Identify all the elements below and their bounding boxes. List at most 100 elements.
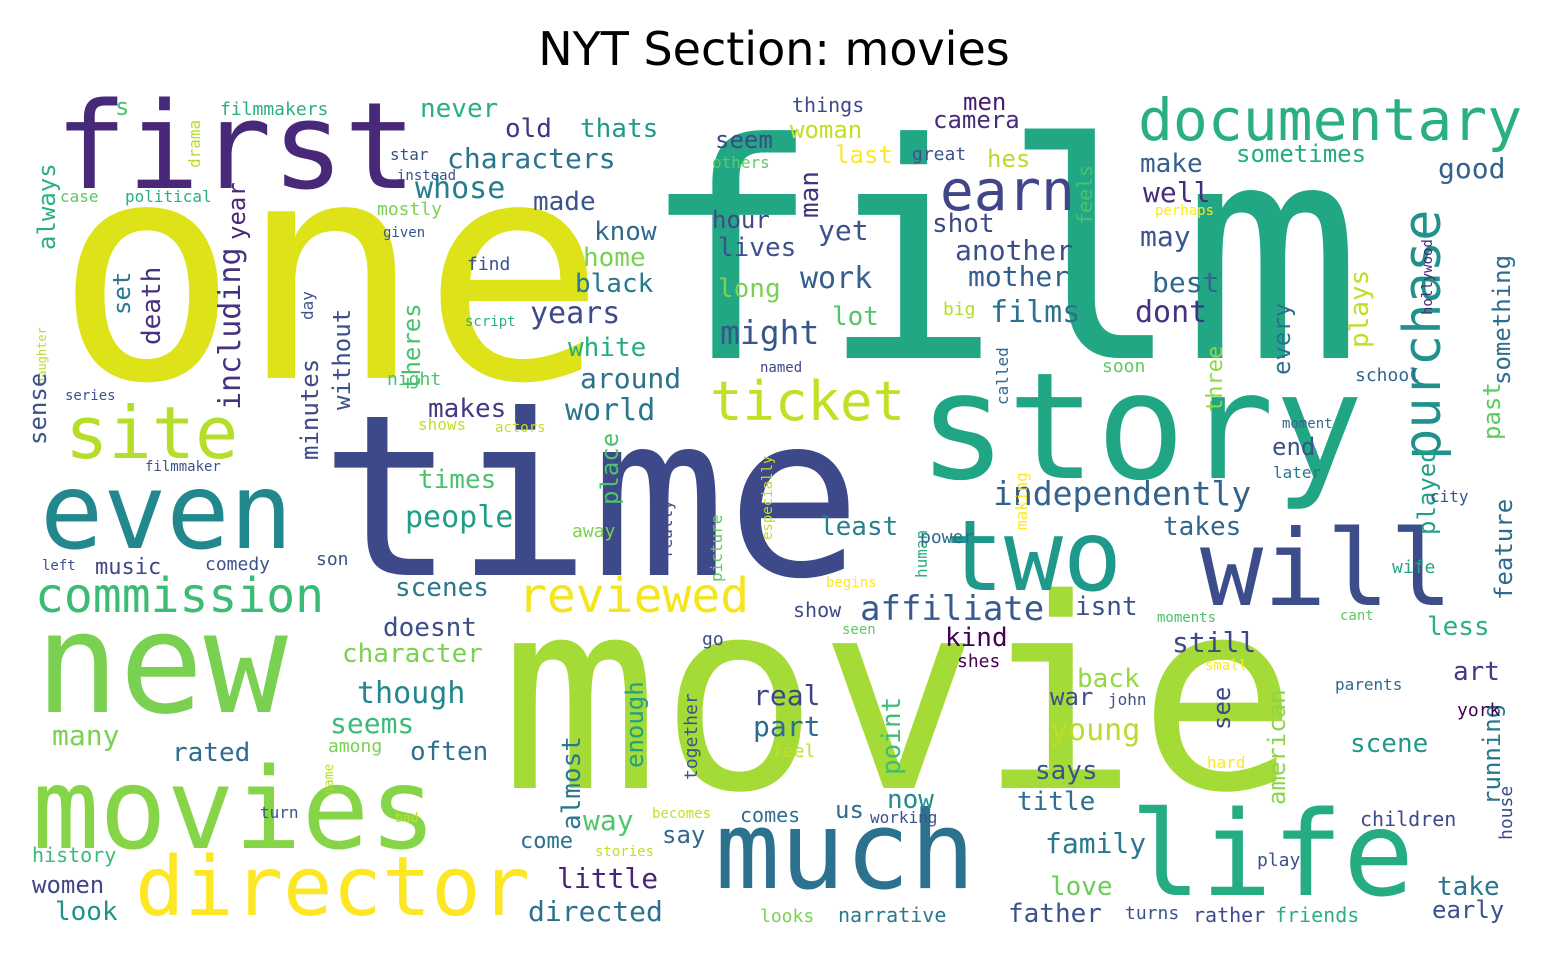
word-says: says: [1035, 756, 1098, 786]
word-last: last: [835, 141, 893, 169]
word-night: night: [387, 369, 441, 390]
word-black: black: [575, 269, 654, 299]
word-old: old: [505, 114, 552, 144]
word-end: end: [1272, 433, 1315, 461]
word-play: play: [1257, 850, 1301, 871]
word-people: people: [405, 500, 513, 535]
word-plays: plays: [1345, 270, 1375, 348]
word-still: still: [1172, 626, 1256, 659]
word-turn: turn: [260, 803, 299, 822]
word-two: two: [945, 500, 1122, 614]
word-begins: begins: [826, 575, 877, 591]
word-site: site: [65, 391, 238, 475]
word-young: young: [1050, 713, 1140, 748]
word-never: never: [420, 94, 498, 124]
word-soon: soon: [1102, 356, 1145, 377]
word-york: york: [1457, 700, 1501, 721]
word-shows: shows: [418, 415, 466, 434]
word-go: go: [702, 629, 724, 650]
word-little: little: [557, 862, 658, 895]
word-see: see: [1208, 687, 1236, 730]
word-sometimes: sometimes: [1236, 140, 1366, 168]
word-earn: earn: [940, 159, 1075, 224]
word-played: played: [1413, 448, 1441, 535]
word-times: times: [418, 465, 496, 495]
word-s: s: [115, 93, 129, 121]
word-hard: hard: [1207, 753, 1246, 772]
word-parents: parents: [1335, 675, 1402, 694]
word-theres: theres: [398, 303, 426, 390]
word-may: may: [1140, 220, 1191, 253]
word-day: day: [298, 291, 317, 320]
word-around: around: [580, 362, 681, 395]
word-seem: seem: [715, 126, 773, 154]
word-becomes: becomes: [652, 806, 711, 822]
word-series: series: [65, 388, 116, 404]
word-good: good: [1438, 152, 1505, 185]
word-lives: lives: [718, 233, 796, 263]
word-stories: stories: [595, 844, 654, 860]
word-man: man: [795, 171, 825, 218]
word-always: always: [33, 163, 61, 250]
word-best: best: [1152, 266, 1219, 299]
word-dont: dont: [1135, 295, 1207, 330]
word-war: war: [1050, 683, 1093, 711]
word-take: take: [1437, 872, 1500, 902]
word-commission: commission: [35, 568, 324, 624]
word-point: point: [877, 697, 907, 775]
word-hollywood: hollywood: [1420, 239, 1436, 315]
word-home: home: [583, 243, 646, 273]
word-directed: directed: [528, 895, 663, 928]
word-title: title: [1017, 787, 1095, 817]
word-now: now: [887, 785, 934, 815]
word-look: look: [55, 897, 118, 927]
word-shot: shot: [932, 209, 995, 239]
word-mother: mother: [968, 260, 1069, 293]
word-year: year: [223, 182, 251, 240]
word-least: least: [820, 512, 898, 542]
word-big: big: [943, 299, 976, 320]
word-purchase: purchase: [1393, 210, 1453, 460]
word-find: find: [467, 254, 510, 275]
word-often: often: [410, 737, 488, 767]
word-without: without: [328, 309, 356, 410]
word-long: long: [718, 274, 781, 304]
word-director: director: [135, 840, 530, 935]
word-affiliate: affiliate: [860, 589, 1044, 629]
word-whose: whose: [415, 171, 505, 206]
word-moments: moments: [1157, 610, 1216, 626]
word-really: really: [657, 500, 676, 558]
word-music: music: [95, 555, 161, 580]
word-know: know: [594, 217, 657, 247]
word-rated: rated: [172, 738, 250, 768]
word-later: later: [1273, 463, 1322, 482]
word-years: years: [530, 296, 620, 331]
word-political: political: [125, 187, 212, 206]
word-thats: thats: [580, 114, 658, 144]
word-father: father: [1008, 899, 1102, 929]
word-almost: almost: [557, 736, 587, 830]
word-city: city: [1430, 487, 1469, 506]
word-bad: bad: [395, 811, 418, 826]
word-camera: camera: [933, 106, 1020, 134]
word-another: another: [955, 234, 1073, 267]
word-feature: feature: [1490, 499, 1518, 600]
word-together: together: [681, 693, 702, 780]
word-especially: especially: [760, 456, 776, 540]
word-past: past: [1478, 382, 1506, 440]
word-seems: seems: [330, 707, 414, 740]
word-time: time: [320, 367, 862, 629]
word-back: back: [1077, 664, 1140, 694]
word-character: character: [342, 639, 483, 669]
word-great: great: [912, 144, 966, 165]
word-us: us: [835, 796, 864, 824]
word-john: john: [1108, 690, 1147, 709]
word-history: history: [32, 843, 116, 867]
word-narrative: narrative: [838, 903, 946, 927]
word-documentary: documentary: [1138, 86, 1522, 154]
word-sense: sense: [24, 373, 52, 445]
word-kind: kind: [945, 623, 1008, 653]
word-even: even: [40, 451, 293, 573]
word-script: script: [465, 314, 516, 330]
word-moment: moment: [1282, 416, 1333, 432]
